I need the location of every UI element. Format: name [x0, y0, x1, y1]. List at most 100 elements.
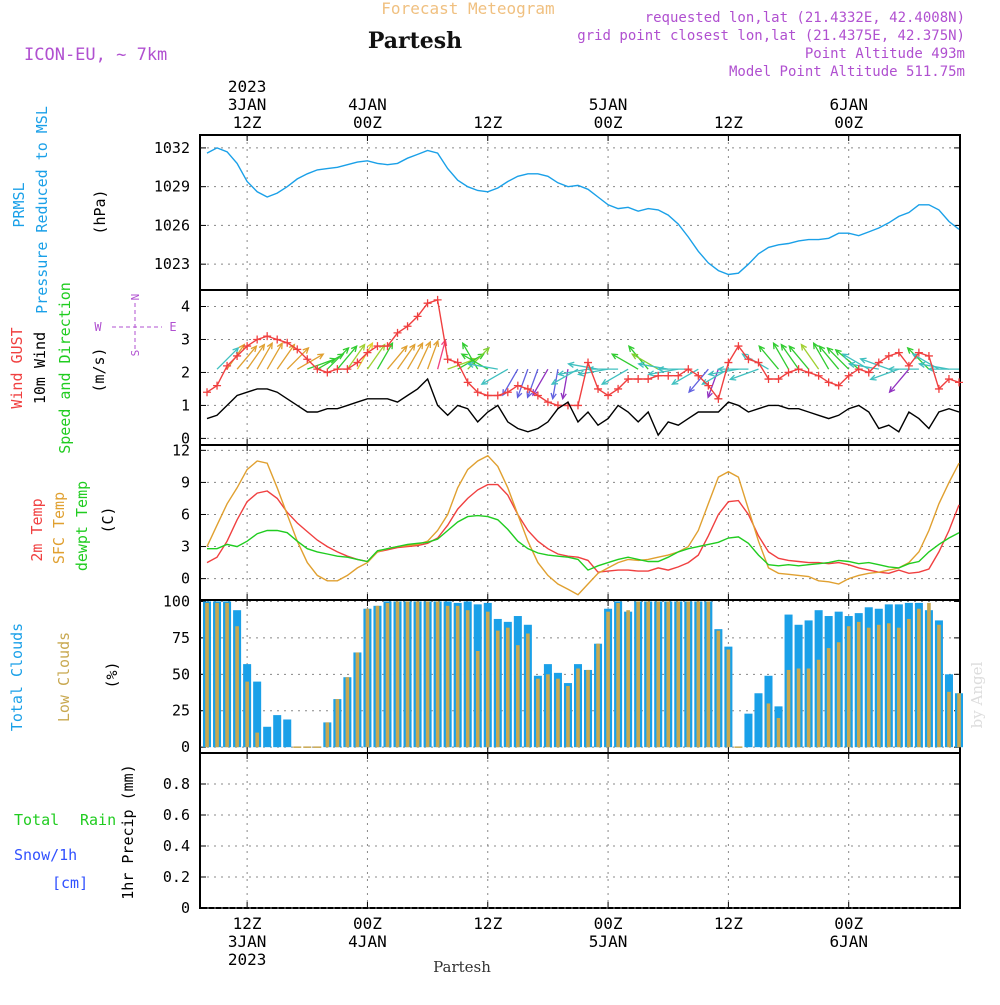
- gust-marker: [924, 351, 933, 360]
- wind-direction-arrow: [532, 368, 549, 396]
- wind-direction-arrow: [216, 347, 239, 370]
- low-clouds-bar: [465, 610, 470, 748]
- wind-ytick-label: 0: [181, 429, 190, 447]
- gust-marker: [393, 328, 402, 337]
- wind-arrow-head: [917, 361, 926, 368]
- gust-marker: [433, 295, 442, 304]
- wind-arrow-head: [302, 346, 310, 354]
- wind-arrow-head: [600, 378, 609, 385]
- low-clouds-bar: [907, 618, 911, 748]
- gust-marker: [694, 371, 703, 380]
- wind-direction-arrow: [707, 368, 719, 398]
- top-hour-label: 12Z: [233, 113, 262, 132]
- low-clouds-bar: [836, 642, 841, 748]
- wind-frame: [199, 289, 961, 446]
- gust-marker: [573, 401, 582, 410]
- gust-marker: [664, 371, 673, 380]
- wind-arrow-head: [728, 374, 737, 381]
- pressure-ytick-label: 1023: [154, 255, 190, 273]
- gridpoint-coords: grid point closest lon,lat (21.4375E, 42…: [577, 28, 965, 44]
- wind-arrow-head: [567, 361, 575, 368]
- low-clouds-bar: [947, 691, 951, 748]
- gust-marker: [223, 361, 232, 370]
- low-clouds-bar: [716, 630, 721, 748]
- gust-marker: [203, 388, 212, 397]
- precip-ytick-label: 0.8: [163, 775, 190, 793]
- precip-ytick-label: 0.6: [163, 806, 190, 824]
- clouds-label-1: Total Clouds: [8, 623, 26, 731]
- bottom-date-label: 3JAN: [228, 932, 267, 951]
- gust-marker: [353, 358, 362, 367]
- clouds-ytick-label: 75: [172, 629, 190, 647]
- wind-compass: W E N S: [94, 294, 176, 357]
- gust-marker: [624, 375, 633, 384]
- wind-direction-arrow: [813, 342, 830, 370]
- compass-north-label: N: [129, 294, 142, 301]
- temp-ytick-label: 6: [181, 505, 190, 523]
- low-clouds-bar: [445, 605, 450, 748]
- y-axes: 102310261029103201234036912025507510000.…: [154, 139, 190, 917]
- gust-marker: [323, 368, 332, 377]
- low-clouds-bar: [506, 627, 510, 748]
- wind-arrow-head: [550, 378, 559, 385]
- gust-marker: [854, 365, 863, 374]
- wind-arrow-head: [258, 343, 266, 351]
- low-clouds-bar: [345, 677, 350, 748]
- low-clouds-bar: [245, 681, 249, 748]
- low-clouds-bar: [846, 626, 851, 748]
- temp-ytick-label: 3: [181, 538, 190, 556]
- gust-marker: [614, 384, 623, 393]
- x-axes: 20233JAN12Z12Z3JAN20234JAN00Z00Z4JAN12Z1…: [228, 77, 868, 969]
- wind-direction-arrow: [286, 347, 309, 370]
- pressure-ytick-label: 1032: [154, 139, 190, 157]
- wind-unit: (m/s): [90, 347, 108, 392]
- wind-arrow-head: [826, 346, 834, 354]
- low-clouds-bar: [796, 668, 801, 748]
- wind-arrow-head: [359, 343, 366, 351]
- wind-direction-arrow: [502, 368, 519, 396]
- wind-direction-arrow: [386, 345, 408, 370]
- wind-direction-arrow: [426, 340, 439, 370]
- gust-marker: [894, 348, 903, 357]
- gust-marker: [744, 355, 753, 364]
- precip-ytick-label: 0: [181, 899, 190, 917]
- gust-marker: [293, 345, 302, 354]
- wind-direction-arrow: [601, 368, 629, 385]
- bottom-hour-label: 00Z: [353, 914, 382, 933]
- gust-marker: [533, 391, 542, 400]
- gust-marker: [503, 388, 512, 397]
- model-name: ICON-EU, ~ 7km: [24, 45, 167, 65]
- wind-direction-arrow: [827, 347, 850, 370]
- wind-direction-arrow: [672, 368, 699, 385]
- precip-unit: 1hr Precip (mm): [119, 764, 137, 899]
- wind-direction-arrow: [568, 363, 599, 370]
- wind-direction-arrow: [266, 342, 283, 370]
- low-clouds-bar: [526, 633, 530, 748]
- gust-marker: [483, 391, 492, 400]
- gust-marker: [233, 351, 242, 360]
- wind-arrow-head: [647, 370, 655, 377]
- precip-label-total: Total: [14, 811, 59, 829]
- wind-ytick-label: 1: [181, 396, 190, 414]
- 10m-wind-line: [206, 377, 960, 437]
- wind-direction-arrow: [835, 349, 860, 370]
- low-clouds-bar: [235, 626, 239, 748]
- gust-marker: [283, 338, 292, 347]
- gust-marker: [874, 358, 883, 367]
- clouds-ytick-label: 50: [172, 665, 190, 683]
- gust-marker: [423, 299, 432, 308]
- top-hour-label: 12Z: [473, 113, 502, 132]
- wind-arrow-head: [288, 343, 296, 351]
- wind-arrow-head: [610, 353, 619, 360]
- wind-direction-arrow: [256, 342, 273, 370]
- wind-arrow-head: [526, 391, 533, 399]
- temp-label-3: dewpt Temp: [73, 481, 91, 571]
- wind-arrow-head: [480, 378, 488, 385]
- wind-ytick-label: 2: [181, 363, 190, 381]
- gust-marker: [734, 342, 743, 351]
- total-clouds-bar: [253, 681, 262, 748]
- wind-arrow-head: [758, 345, 765, 353]
- gust-marker: [263, 332, 272, 341]
- gust-marker: [273, 335, 282, 344]
